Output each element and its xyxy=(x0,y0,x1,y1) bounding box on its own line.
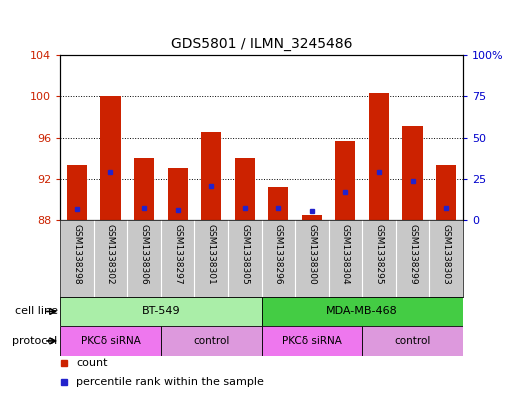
Bar xyxy=(161,326,262,356)
Bar xyxy=(201,132,221,220)
Text: GSM1338303: GSM1338303 xyxy=(441,224,451,285)
Text: control: control xyxy=(193,336,230,346)
Text: GSM1338301: GSM1338301 xyxy=(207,224,215,285)
Bar xyxy=(134,158,154,220)
Bar xyxy=(60,326,161,356)
Text: GSM1338300: GSM1338300 xyxy=(308,224,316,285)
Text: control: control xyxy=(394,336,431,346)
Text: protocol: protocol xyxy=(12,336,58,346)
Bar xyxy=(268,187,288,220)
Text: BT-549: BT-549 xyxy=(142,307,180,316)
Bar xyxy=(302,215,322,220)
Text: cell line: cell line xyxy=(15,307,58,316)
Text: GSM1338306: GSM1338306 xyxy=(140,224,149,285)
Title: GDS5801 / ILMN_3245486: GDS5801 / ILMN_3245486 xyxy=(170,37,353,51)
Bar xyxy=(67,165,87,220)
Text: GSM1338299: GSM1338299 xyxy=(408,224,417,285)
Bar xyxy=(369,93,389,220)
Text: GSM1338304: GSM1338304 xyxy=(341,224,350,285)
Text: GSM1338298: GSM1338298 xyxy=(72,224,82,285)
Text: PKCδ siRNA: PKCδ siRNA xyxy=(282,336,342,346)
Text: count: count xyxy=(76,358,108,368)
Text: MDA-MB-468: MDA-MB-468 xyxy=(326,307,398,316)
Bar xyxy=(436,165,456,220)
Text: GSM1338296: GSM1338296 xyxy=(274,224,283,285)
Text: GSM1338295: GSM1338295 xyxy=(374,224,383,285)
Text: percentile rank within the sample: percentile rank within the sample xyxy=(76,377,264,387)
Bar xyxy=(235,158,255,220)
Bar xyxy=(335,141,356,220)
Text: GSM1338302: GSM1338302 xyxy=(106,224,115,285)
Bar xyxy=(262,326,362,356)
Bar xyxy=(362,326,463,356)
Bar xyxy=(100,96,120,220)
Bar xyxy=(403,126,423,220)
Text: GSM1338297: GSM1338297 xyxy=(173,224,182,285)
Bar xyxy=(60,297,262,326)
Bar xyxy=(167,169,188,220)
Bar xyxy=(262,297,463,326)
Text: GSM1338305: GSM1338305 xyxy=(240,224,249,285)
Text: PKCδ siRNA: PKCδ siRNA xyxy=(81,336,140,346)
